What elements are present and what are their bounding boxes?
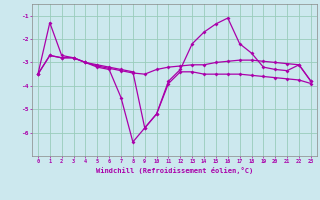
- X-axis label: Windchill (Refroidissement éolien,°C): Windchill (Refroidissement éolien,°C): [96, 167, 253, 174]
